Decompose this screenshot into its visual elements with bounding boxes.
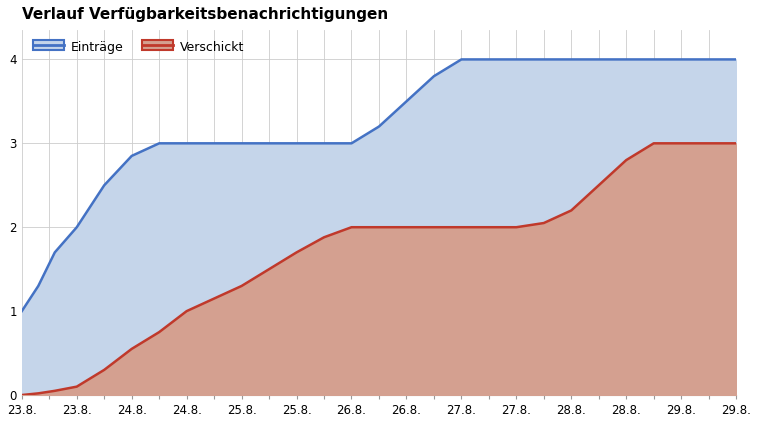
Text: Verlauf Verfügbarkeitsbenachrichtigungen: Verlauf Verfügbarkeitsbenachrichtigungen — [22, 7, 388, 22]
Legend: Einträge, Verschickt: Einträge, Verschickt — [28, 36, 249, 59]
